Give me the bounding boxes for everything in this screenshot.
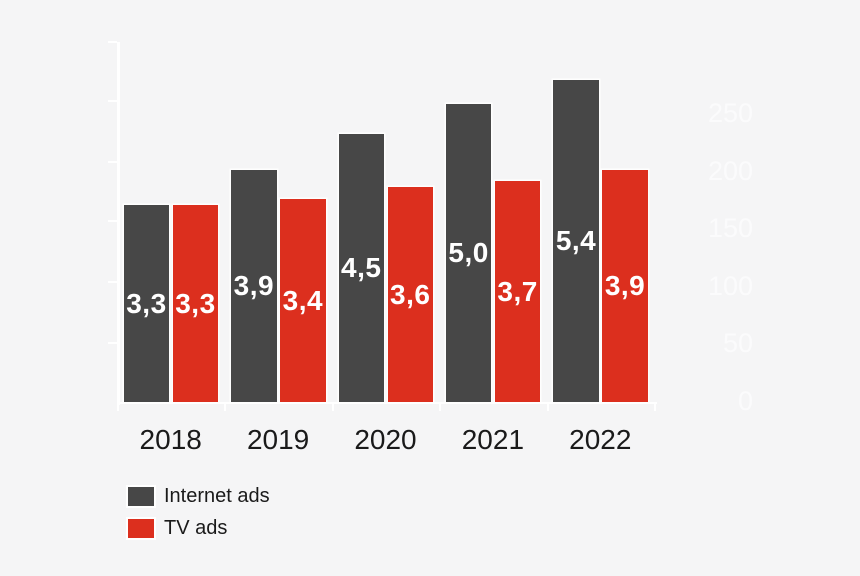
chart-legend: Internet ads TV ads xyxy=(126,485,270,549)
right-axis-label-200: 200 xyxy=(707,155,753,186)
bar-tv-ads-2021: 3,7 xyxy=(494,181,541,402)
category-label-2021: 2021 xyxy=(461,424,525,455)
x-axis-tick xyxy=(546,404,549,411)
legend-swatch-icon xyxy=(126,485,156,508)
x-axis-tick xyxy=(654,404,656,411)
legend-label: Internet ads xyxy=(164,485,270,507)
bar-tv-ads-2020: 3,6 xyxy=(387,187,433,402)
y-axis-tick xyxy=(108,342,117,344)
bar-internet-ads-2020: 4,5 xyxy=(338,133,384,402)
y-axis-tick xyxy=(108,161,117,163)
bar-value-label: 3,4 xyxy=(282,284,324,316)
y-axis-tick xyxy=(108,220,117,222)
legend-item-internet-ads: Internet ads xyxy=(126,485,270,508)
category-label-2022: 2022 xyxy=(569,424,632,455)
bar-value-label: 5,4 xyxy=(555,225,597,257)
right-axis-label-100: 100 xyxy=(707,270,753,301)
bar-value-label: 4,5 xyxy=(341,251,382,283)
right-axis-label-250: 250 xyxy=(707,98,753,128)
right-axis-label-150: 150 xyxy=(707,213,753,244)
y-axis-tick xyxy=(108,41,117,43)
x-axis-tick xyxy=(439,404,442,411)
x-axis-tick xyxy=(224,404,227,411)
x-axis-tick xyxy=(331,404,334,411)
y-axis-tick xyxy=(108,100,117,102)
category-label-2018: 2018 xyxy=(139,424,202,455)
bar-internet-ads-2021: 5,0 xyxy=(445,104,492,402)
bar-value-label: 3,3 xyxy=(175,287,216,319)
bar-internet-ads-2019: 3,9 xyxy=(231,169,277,402)
bar-value-label: 5,0 xyxy=(448,237,489,268)
bar-internet-ads-2022: 5,4 xyxy=(553,80,599,402)
bar-value-label: 3,9 xyxy=(233,269,275,301)
bar-value-label: 3,3 xyxy=(126,287,167,319)
legend-swatch-icon xyxy=(126,517,156,540)
bar-value-label: 3,9 xyxy=(604,269,646,301)
category-label-2019: 2019 xyxy=(246,424,310,455)
bar-value-label: 3,6 xyxy=(390,278,431,310)
x-axis-line xyxy=(117,401,657,404)
y-axis-line xyxy=(117,42,120,405)
legend-label: TV ads xyxy=(164,517,228,539)
bar-tv-ads-2018: 3,3 xyxy=(172,205,219,402)
bar-tv-ads-2022: 3,9 xyxy=(602,169,648,402)
bar-tv-ads-2019: 3,4 xyxy=(280,199,326,402)
right-axis-label-0: 0 xyxy=(737,386,753,416)
x-axis-tick xyxy=(117,404,119,411)
y-axis-tick xyxy=(108,281,117,283)
bar-value-label: 3,7 xyxy=(497,275,538,307)
category-label-2020: 2020 xyxy=(354,424,417,455)
right-axis-label-50: 50 xyxy=(722,328,753,359)
legend-item-tv-ads: TV ads xyxy=(126,517,270,540)
bar-internet-ads-2018: 3,3 xyxy=(123,205,170,402)
